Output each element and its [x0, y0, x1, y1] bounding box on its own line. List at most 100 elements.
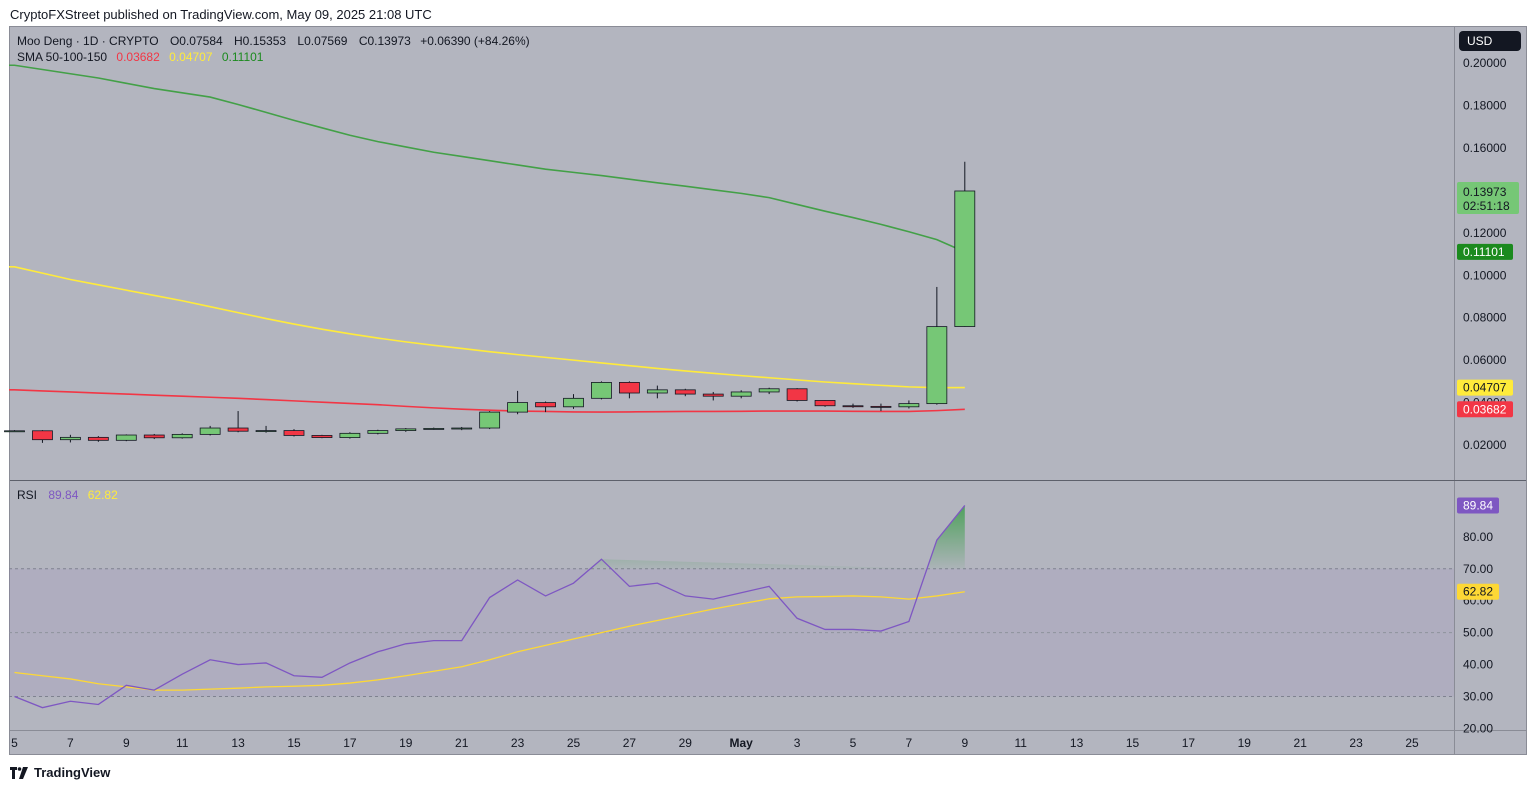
candle — [926, 286, 948, 405]
candle-body — [255, 430, 277, 432]
date-tick-label: 9 — [961, 736, 968, 750]
rsi-overbought-fill — [590, 505, 965, 569]
candle-body — [115, 434, 137, 441]
sma-price-box — [1457, 379, 1513, 396]
candle-body — [730, 391, 752, 397]
candle-body — [702, 393, 724, 397]
candle-body — [535, 402, 556, 408]
date-axis-bg[interactable] — [9, 730, 1527, 755]
candle — [227, 411, 249, 433]
rsi-tick-label: 70.00 — [1463, 562, 1493, 576]
candle-body — [674, 389, 696, 395]
candle-body — [646, 389, 668, 394]
sma-price-label: 0.11101 — [1463, 245, 1505, 259]
candle-body — [199, 427, 221, 435]
date-tick-label: 25 — [1405, 736, 1419, 750]
sma100-value: 0.04707 — [169, 50, 213, 64]
candle — [870, 403, 892, 412]
rsi-tick-label: 50.00 — [1463, 626, 1493, 640]
sma-line-3 — [9, 64, 966, 253]
candle — [143, 433, 165, 440]
sma-line-1 — [9, 389, 965, 413]
candle — [60, 434, 81, 443]
candle — [4, 430, 25, 433]
date-tick-label: 23 — [511, 736, 525, 750]
candle-body — [171, 433, 193, 439]
svg-text:SMA 50-100-150 0.03682: SMA 50-100-150 0.03682 0.04707 0.11101 — [17, 50, 264, 64]
candle — [367, 429, 389, 435]
candle — [423, 427, 445, 430]
axis-layer: 0.20000 0.18000 0.16000 0.12000 0.10000 0.080… — [11, 56, 1519, 750]
sma-price-label: 0.03682 — [1463, 402, 1507, 416]
date-tick-label: 21 — [1294, 736, 1308, 750]
candle-body — [227, 427, 249, 432]
date-tick-label: 19 — [399, 736, 413, 750]
candle-body — [479, 411, 501, 429]
price-pane-bg[interactable] — [9, 26, 1454, 480]
rsi-ma-label: 62.82 — [1463, 585, 1493, 599]
candle-body — [898, 403, 920, 408]
candle-body — [507, 402, 529, 413]
candle-body — [451, 427, 473, 430]
date-tick-label: 7 — [906, 736, 913, 750]
date-tick-label: 3 — [794, 736, 801, 750]
candle — [814, 400, 836, 407]
candle — [479, 411, 501, 430]
sma150-value: 0.11101 — [222, 50, 264, 64]
candle — [32, 430, 53, 443]
date-tick-label: 7 — [67, 736, 74, 750]
price-tick-label: 0.18000 — [1463, 99, 1507, 113]
price-tick-label: 0.10000 — [1463, 268, 1507, 282]
candle — [674, 388, 696, 397]
candle — [842, 403, 864, 408]
rsi-tick-label: 40.00 — [1463, 658, 1493, 672]
price-tick-label: 0.12000 — [1463, 226, 1507, 240]
price-tick-label: 0.16000 — [1463, 141, 1507, 155]
date-tick-label: 27 — [623, 736, 637, 750]
candle-body — [143, 434, 165, 439]
candle — [619, 381, 640, 399]
candle — [451, 426, 473, 431]
tradingview-logo[interactable]: TradingView — [10, 765, 110, 780]
price-tick-label: 0.02000 — [1463, 438, 1507, 452]
candle — [283, 429, 305, 437]
last-price-label: 0.13973 — [1463, 185, 1507, 199]
date-tick-label: 21 — [455, 736, 469, 750]
candle — [563, 394, 584, 409]
candle — [507, 390, 529, 415]
rsi-tick-label: 30.00 — [1463, 689, 1493, 703]
byline: CryptoFXStreet published on TradingView.… — [10, 7, 432, 22]
date-tick-label: 15 — [287, 736, 301, 750]
candle-body — [87, 436, 109, 441]
candle-body — [591, 382, 612, 399]
legend-change: +0.06390 (+84.26%) — [420, 34, 529, 48]
legend-high: H0.15353 — [234, 34, 286, 48]
candle-body — [842, 405, 864, 408]
candle — [786, 388, 808, 402]
candle — [954, 161, 976, 327]
sma-line-2 — [9, 265, 965, 389]
date-tick-label: 11 — [176, 736, 189, 750]
rsi-tick-label: 20.00 — [1463, 721, 1493, 735]
rsi-ma-box — [1457, 583, 1499, 600]
date-tick-label: 13 — [1070, 736, 1084, 750]
svg-text:Moo Deng · 1D · CRYPTO O: Moo Deng · 1D · CRYPTO O0.07584 H0.15353… — [17, 34, 530, 48]
sma-label: SMA 50-100-150 — [17, 50, 107, 64]
candle-body — [32, 430, 53, 441]
rsi-value-label: 89.84 — [1463, 498, 1493, 512]
date-tick-label: 17 — [1182, 736, 1196, 750]
rsi-ma-value: 62.82 — [88, 488, 118, 502]
candle — [199, 425, 221, 436]
countdown-label: 02:51:18 — [1463, 199, 1510, 213]
price-legend: Moo Deng · 1D · CRYPTO O0.07584 H0.15353… — [17, 34, 530, 64]
candle — [646, 385, 668, 399]
candle — [730, 390, 752, 399]
rsi-ma-line — [14, 591, 965, 691]
legend-low: L0.07569 — [297, 34, 347, 48]
date-tick-label: 13 — [231, 736, 245, 750]
rsi-axis-bg[interactable] — [1455, 481, 1527, 730]
candle — [758, 387, 780, 395]
currency-button[interactable]: USD — [1459, 31, 1521, 51]
date-tick-label: 23 — [1349, 736, 1363, 750]
